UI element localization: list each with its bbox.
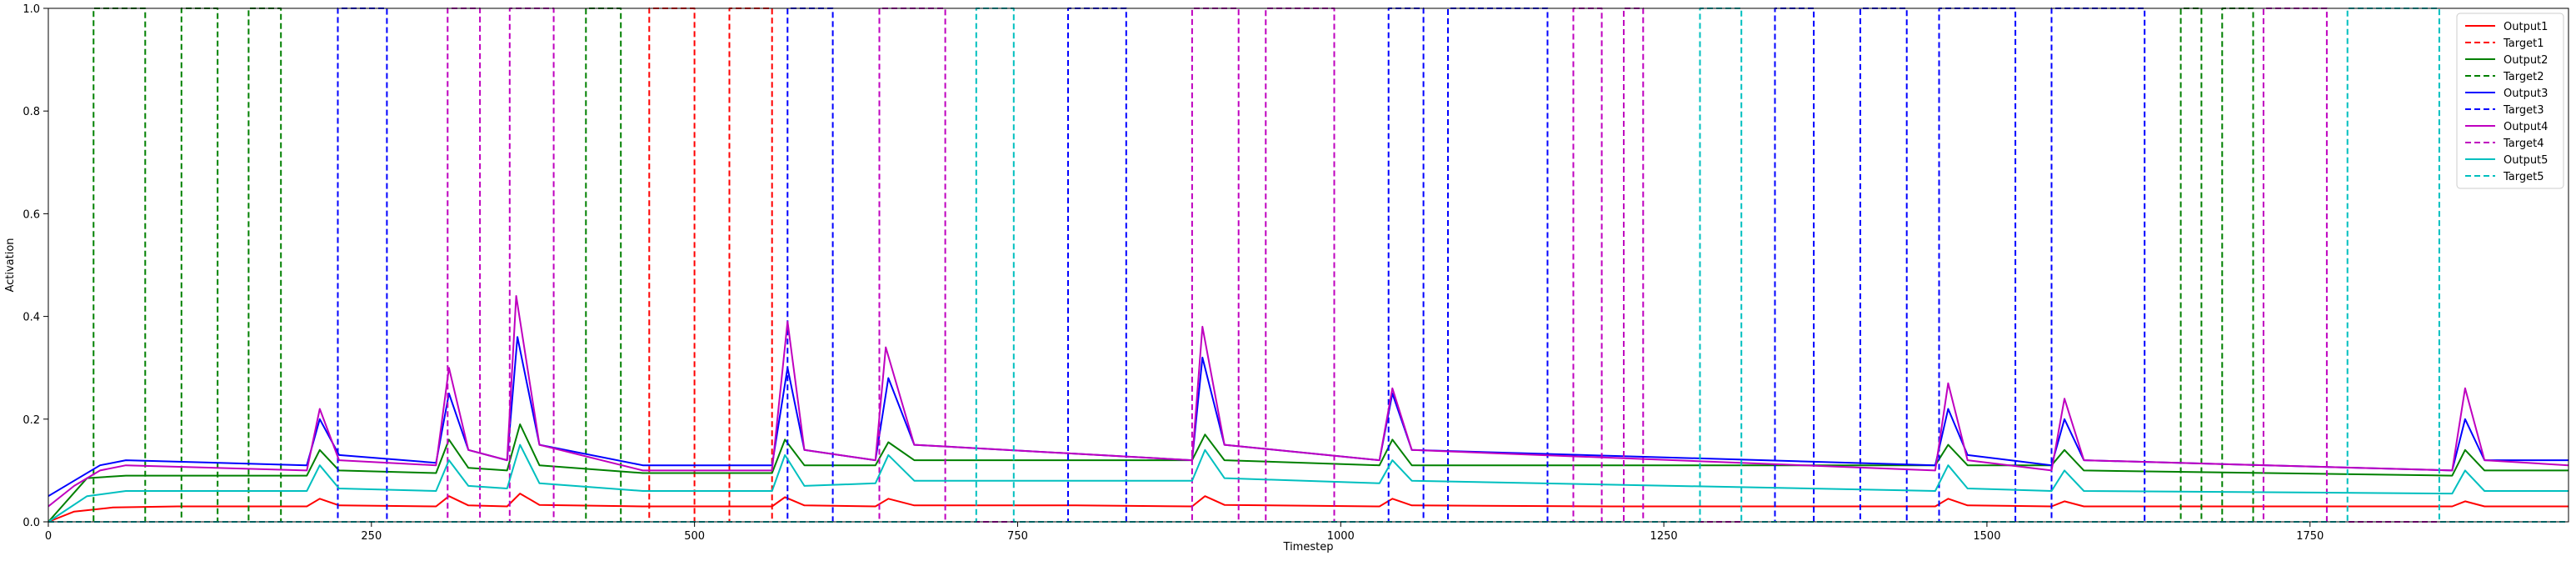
legend: Output1 Target1 Output2 Target2 Output3 Targe… bbox=[2456, 13, 2564, 189]
x-tick-label: 1750 bbox=[2296, 530, 2324, 543]
x-axis-label: Timestep bbox=[1283, 541, 1334, 553]
y-axis-label: Activation bbox=[4, 238, 17, 292]
series-line-output1 bbox=[47, 493, 2569, 523]
y-tick-label: 0.2 bbox=[22, 414, 40, 427]
y-tick-label: 1.0 bbox=[22, 3, 40, 16]
x-tick-label: 0 bbox=[45, 530, 52, 543]
x-tick-label: 750 bbox=[1007, 530, 1028, 543]
series-line-output2 bbox=[47, 423, 2569, 523]
legend-label-output1: Output1 bbox=[2504, 21, 2548, 33]
y-tick-label: 0.8 bbox=[22, 106, 40, 118]
legend-label-output4: Output4 bbox=[2504, 121, 2548, 133]
legend-label-output3: Output3 bbox=[2504, 88, 2548, 100]
legend-label-output5: Output5 bbox=[2504, 154, 2548, 167]
series-line-output5 bbox=[47, 443, 2569, 523]
x-tick-label: 500 bbox=[684, 530, 705, 543]
x-tick-label: 250 bbox=[361, 530, 382, 543]
x-axis: 0 250 500 750 1000 1250 1500 1750 bbox=[45, 522, 2324, 543]
legend-label-target3: Target3 bbox=[2503, 104, 2544, 117]
legend-label-target5: Target5 bbox=[2503, 171, 2544, 183]
legend-label-target1: Target1 bbox=[2503, 38, 2544, 50]
y-tick-label: 0.6 bbox=[22, 208, 40, 221]
series-line-output4 bbox=[47, 295, 2569, 508]
legend-label-output2: Output2 bbox=[2504, 54, 2548, 67]
x-tick-label: 1000 bbox=[1327, 530, 1355, 543]
y-axis: 0.0 0.2 0.4 0.6 0.8 1.0 bbox=[22, 3, 48, 529]
x-tick-label: 1500 bbox=[1973, 530, 2000, 543]
legend-box bbox=[2456, 13, 2564, 189]
legend-label-target2: Target2 bbox=[2503, 71, 2544, 83]
x-tick-label: 1250 bbox=[1650, 530, 1678, 543]
y-tick-label: 0.4 bbox=[22, 312, 40, 324]
y-tick-label: 0.0 bbox=[22, 517, 40, 529]
legend-label-target4: Target4 bbox=[2503, 138, 2544, 150]
plot-frame bbox=[47, 8, 2569, 523]
